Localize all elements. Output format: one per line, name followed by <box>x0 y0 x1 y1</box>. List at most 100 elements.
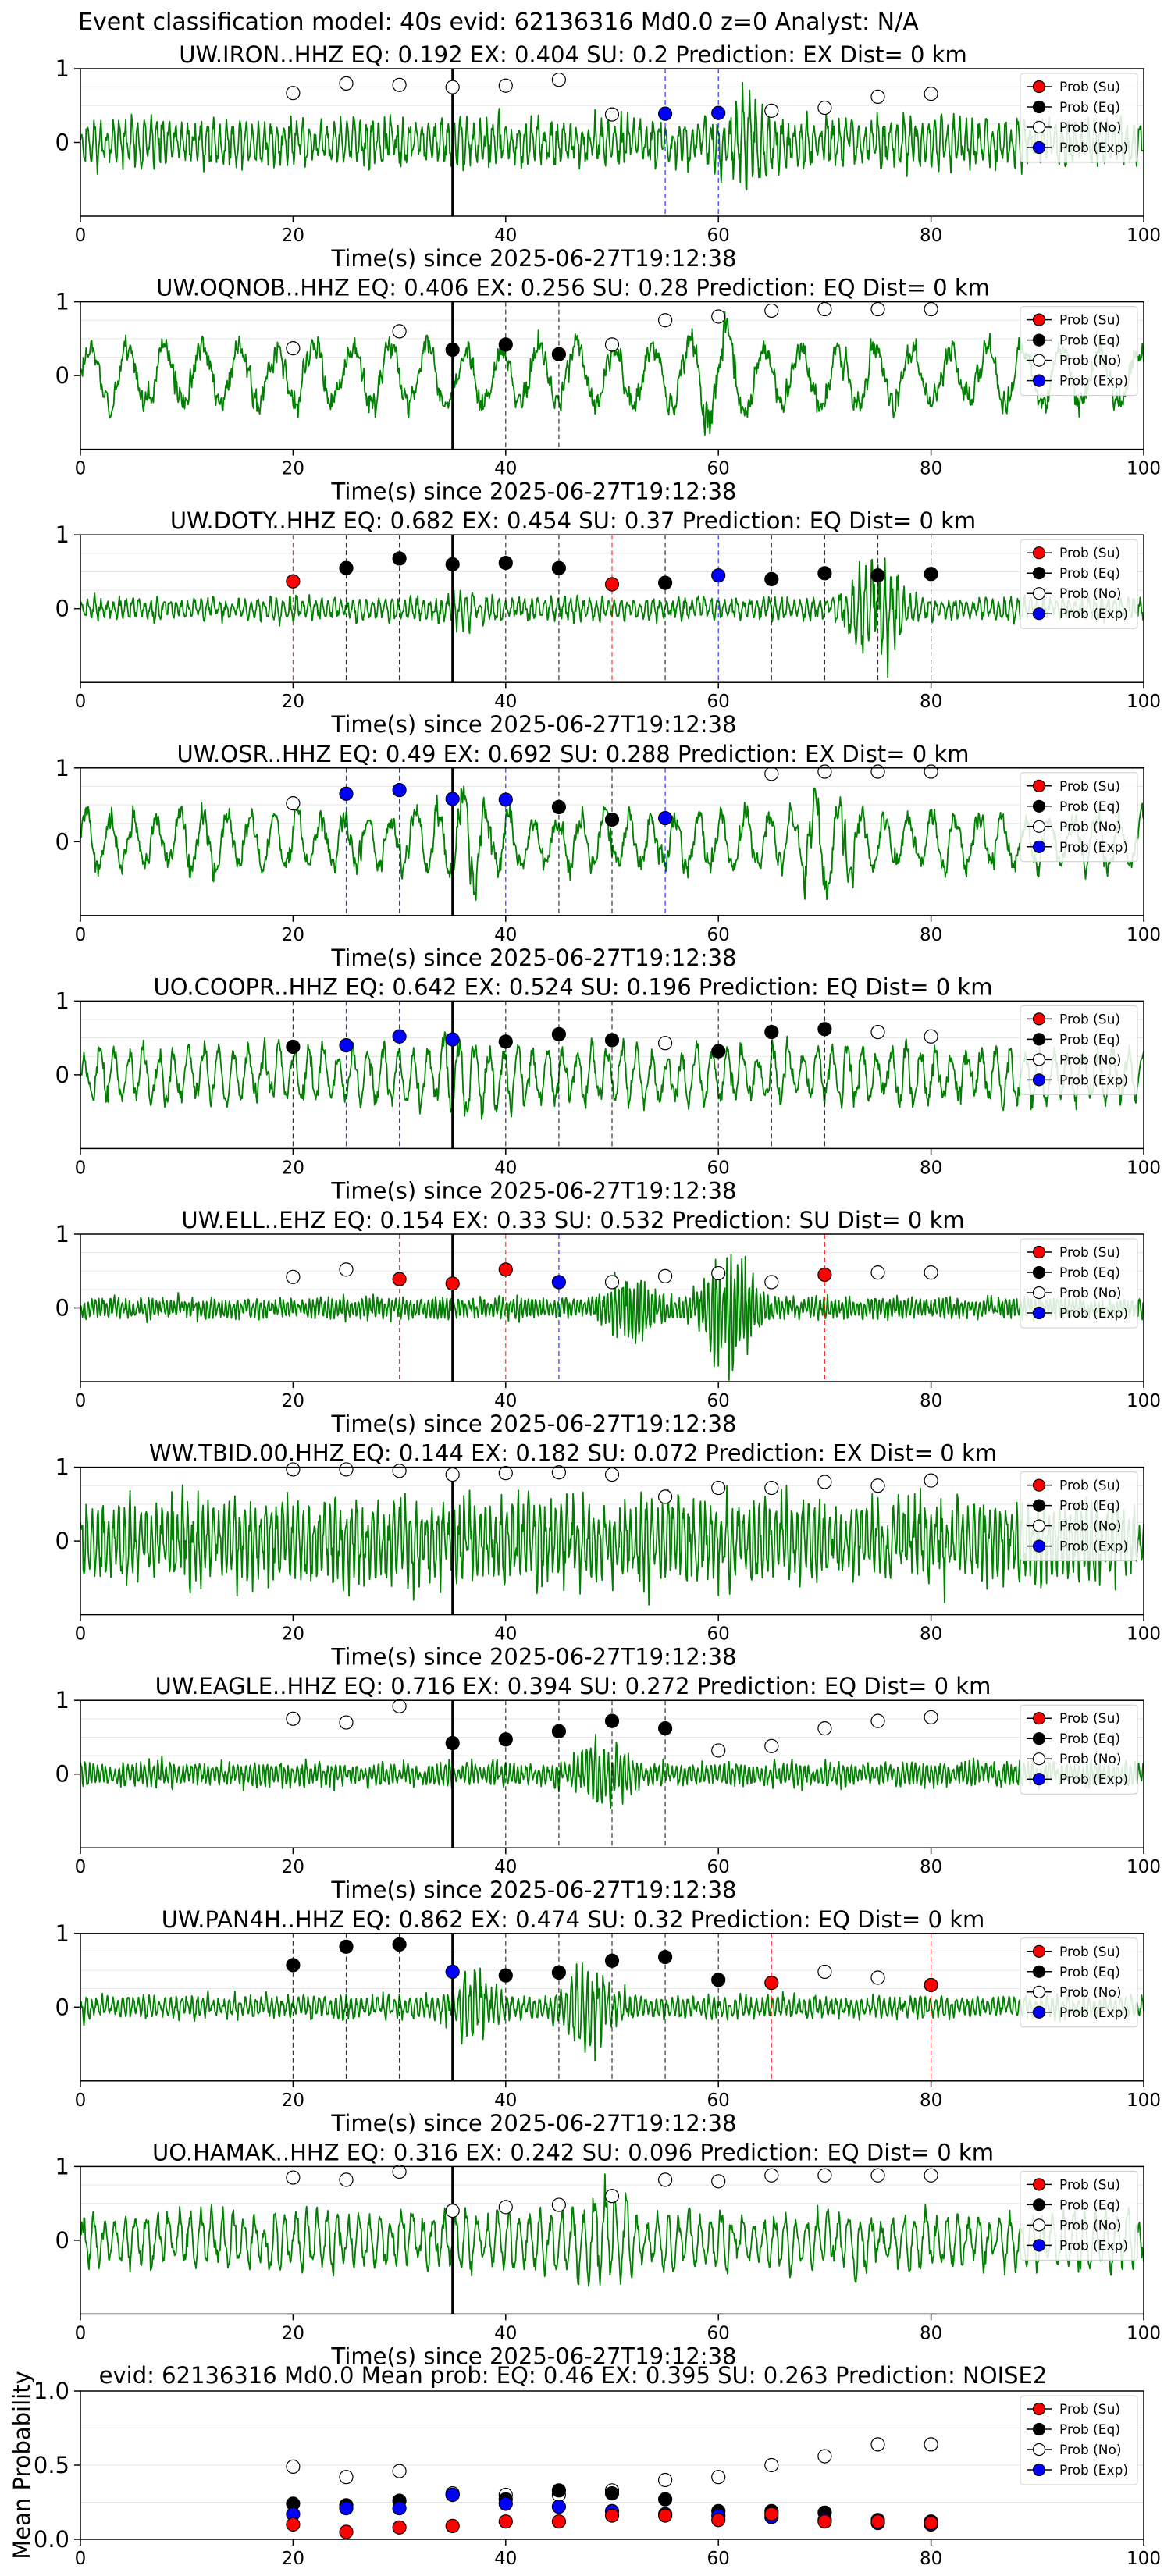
prob-marker-no <box>657 1036 673 1051</box>
x-tick-label: 80 <box>920 1158 942 1178</box>
x-tick-label: 0 <box>75 1158 87 1178</box>
legend-label-su: Prob (Su) <box>1059 2177 1120 2193</box>
waveform-trace <box>80 311 1144 436</box>
x-tick-label: 40 <box>494 1857 517 1877</box>
panel-title: UW.DOTY..HHZ EQ: 0.682 EX: 0.454 SU: 0.3… <box>170 507 976 534</box>
mean-prob-marker-no <box>764 2457 779 2473</box>
station-panel: UO.COOPR..HHZ EQ: 0.642 EX: 0.524 SU: 0.… <box>55 973 1161 1204</box>
legend-marker-su <box>1032 546 1046 560</box>
legend-marker-eq <box>1032 2198 1046 2211</box>
y-tick-label: 1 <box>55 1221 69 1247</box>
prob-marker-exp <box>445 1964 460 1980</box>
panel-title: UO.HAMAK..HHZ EQ: 0.316 EX: 0.242 SU: 0.… <box>152 2139 994 2165</box>
prob-marker-no <box>764 1480 779 1496</box>
legend-marker-su <box>1032 2402 1046 2416</box>
x-axis-label: Time(s) since 2025-06-27T19:12:38 <box>331 945 737 971</box>
y-tick-label: 0 <box>55 1994 69 2020</box>
prob-marker-no <box>657 1489 673 1504</box>
y-axis-label: Mean Probability <box>9 2371 35 2560</box>
legend: Prob (Su) Prob (Eq) Prob (No) Prob (Exp) <box>1020 73 1138 163</box>
prob-marker-eq <box>604 1033 620 1048</box>
x-tick-label: 80 <box>920 692 942 712</box>
mean-prob-marker-su <box>286 2517 301 2532</box>
legend-marker-exp <box>1032 1539 1046 1553</box>
legend-marker-no <box>1032 1752 1046 1766</box>
y-tick-label: 0 <box>55 1295 69 1322</box>
prob-marker-no <box>392 1699 407 1713</box>
station-panel: UO.HAMAK..HHZ EQ: 0.316 EX: 0.242 SU: 0.… <box>55 2139 1161 2369</box>
waveform-trace <box>80 1733 1144 1809</box>
x-tick-label: 100 <box>1127 459 1161 479</box>
prob-marker-no <box>604 2189 620 2204</box>
x-tick-label: 0 <box>75 692 87 712</box>
legend-label-eq: Prob (Eq) <box>1059 799 1120 815</box>
prob-marker-no <box>551 2197 567 2212</box>
panel-title: UW.PAN4H..HHZ EQ: 0.862 EX: 0.474 SU: 0.… <box>162 1906 985 1933</box>
legend-label-su: Prob (Su) <box>1059 546 1120 561</box>
prob-marker-no <box>817 100 832 116</box>
prob-marker-no <box>286 2170 301 2185</box>
x-tick-label: 0 <box>75 459 87 479</box>
legend-marker-eq <box>1032 1033 1046 1046</box>
mean-prob-marker-exp <box>339 2501 354 2516</box>
prob-marker-su <box>604 577 620 592</box>
x-tick-label: 60 <box>707 1624 730 1645</box>
prob-marker-no <box>445 2204 460 2218</box>
waveform-trace <box>80 1484 1144 1606</box>
prob-marker-no <box>817 1721 832 1736</box>
prob-marker-eq <box>870 568 885 583</box>
prob-marker-no <box>924 87 938 101</box>
prob-marker-eq <box>604 1953 620 1968</box>
x-axis-label: Time(s) since 2025-06-27T19:12:38 <box>331 1177 737 1204</box>
legend-marker-exp <box>1032 840 1046 853</box>
prob-marker-no <box>764 2168 779 2183</box>
legend-label-no: Prob (No) <box>1059 1752 1122 1767</box>
prob-marker-eq <box>657 1721 673 1736</box>
prob-marker-no <box>498 78 513 93</box>
x-tick-label: 100 <box>1127 1624 1161 1645</box>
x-tick-label: 20 <box>282 1624 304 1645</box>
y-tick-label: 0 <box>55 1062 69 1088</box>
x-tick-label: 0 <box>75 925 87 945</box>
legend-marker-su <box>1032 1478 1046 1492</box>
prob-marker-exp <box>551 1275 567 1290</box>
legend-marker-eq <box>1032 567 1046 580</box>
x-tick-label: 60 <box>707 1158 730 1178</box>
legend-box <box>1020 73 1138 163</box>
x-tick-label: 60 <box>707 2549 730 2569</box>
prob-marker-eq <box>498 1034 513 1049</box>
prob-marker-eq <box>711 1973 726 1987</box>
legend-marker-exp <box>1032 607 1046 621</box>
prob-marker-no <box>339 1462 354 1477</box>
prob-marker-eq <box>445 557 460 572</box>
legend-marker-no <box>1032 1053 1046 1066</box>
mean-prob-marker-eq <box>657 2492 673 2507</box>
prob-marker-no <box>392 1464 407 1478</box>
legend-label-no: Prob (No) <box>1059 820 1122 835</box>
prob-marker-eq <box>445 342 460 358</box>
axes-frame <box>80 2165 1144 2315</box>
legend-label-exp: Prob (Exp) <box>1059 374 1128 390</box>
prob-marker-no <box>604 1467 620 1482</box>
legend-marker-exp <box>1032 1773 1046 1786</box>
mean-prob-marker-exp <box>498 2496 513 2511</box>
legend-marker-exp <box>1032 2463 1046 2477</box>
x-axis-label: Time(s) since 2025-06-27T19:12:38 <box>331 1644 737 1670</box>
x-tick-label: 80 <box>920 2549 942 2569</box>
prob-marker-eq <box>445 1735 460 1751</box>
legend: Prob (Su) Prob (Eq) Prob (No) Prob (Exp) <box>1020 1238 1138 1329</box>
mean-prob-marker-su <box>817 2514 832 2529</box>
legend-marker-no <box>1032 1286 1046 1300</box>
x-tick-label: 60 <box>707 692 730 712</box>
mean-prob-marker-su <box>870 2514 885 2529</box>
prob-marker-exp <box>657 810 673 826</box>
x-tick-label: 20 <box>282 925 304 945</box>
prob-marker-no <box>870 1970 885 1985</box>
legend-label-exp: Prob (Exp) <box>1059 2463 1128 2478</box>
legend-label-eq: Prob (Eq) <box>1059 566 1120 582</box>
x-tick-label: 80 <box>920 2090 942 2111</box>
legend-label-eq: Prob (Eq) <box>1059 2422 1120 2438</box>
x-tick-label: 80 <box>920 1391 942 1411</box>
mean-prob-marker-su <box>445 2518 460 2533</box>
